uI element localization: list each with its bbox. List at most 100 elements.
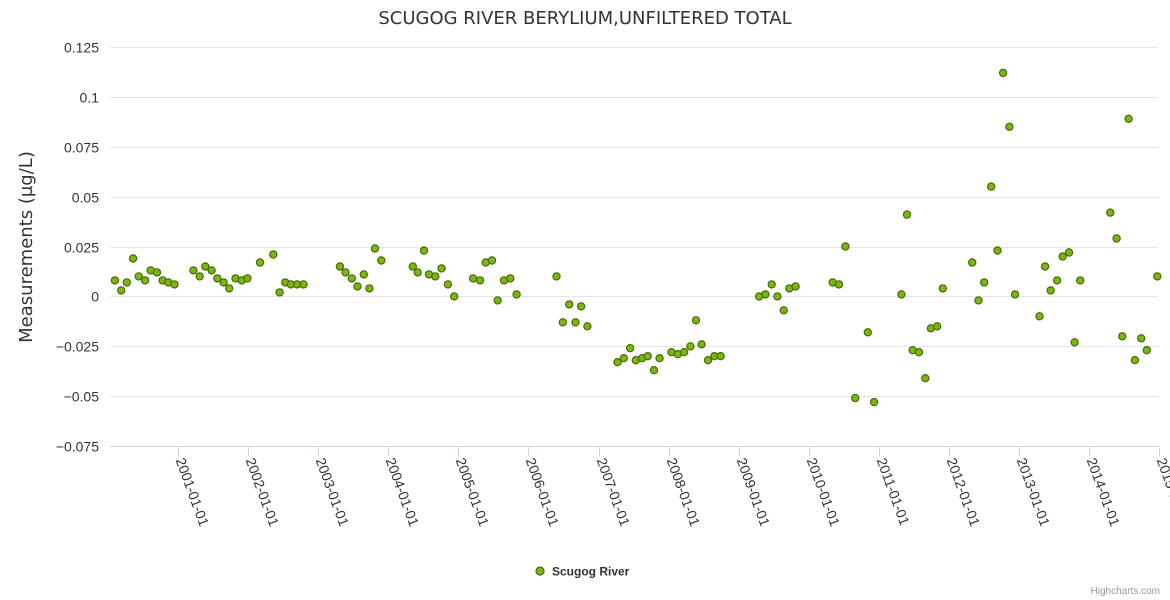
data-point[interactable]: [299, 280, 308, 289]
data-point[interactable]: [189, 266, 198, 275]
data-point[interactable]: [558, 318, 568, 327]
data-point[interactable]: [968, 258, 977, 267]
data-point[interactable]: [914, 348, 924, 357]
data-point[interactable]: [213, 274, 222, 283]
data-point[interactable]: [851, 393, 860, 403]
data-point[interactable]: [201, 262, 210, 271]
data-point[interactable]: [1046, 286, 1055, 295]
data-point[interactable]: [938, 284, 948, 293]
data-point[interactable]: [207, 266, 216, 275]
data-point[interactable]: [552, 272, 561, 281]
data-point[interactable]: [1106, 208, 1115, 217]
data-point[interactable]: [275, 288, 284, 297]
data-point[interactable]: [1070, 338, 1079, 347]
data-point[interactable]: [219, 278, 228, 287]
data-point[interactable]: [679, 348, 689, 357]
data-point[interactable]: [359, 270, 368, 279]
data-point[interactable]: [1142, 346, 1152, 355]
data-point[interactable]: [773, 292, 782, 301]
data-point[interactable]: [933, 322, 942, 331]
data-point[interactable]: [1130, 356, 1140, 365]
data-point[interactable]: [224, 284, 234, 293]
data-point[interactable]: [980, 278, 989, 287]
data-point[interactable]: [353, 282, 362, 291]
data-point[interactable]: [468, 274, 478, 283]
data-point[interactable]: [437, 264, 446, 273]
data-point[interactable]: [1035, 312, 1044, 321]
data-point[interactable]: [834, 280, 844, 289]
data-point[interactable]: [255, 258, 265, 267]
data-point[interactable]: [1153, 272, 1162, 281]
data-point[interactable]: [779, 306, 788, 315]
data-point[interactable]: [1010, 290, 1020, 299]
data-point[interactable]: [987, 182, 996, 191]
data-point[interactable]: [365, 284, 374, 293]
data-point[interactable]: [1005, 122, 1014, 132]
data-point[interactable]: [625, 344, 635, 353]
data-point[interactable]: [170, 280, 179, 289]
data-point[interactable]: [691, 316, 701, 325]
data-point[interactable]: [335, 262, 345, 271]
data-point[interactable]: [993, 246, 1002, 255]
credits-link[interactable]: Highcharts.com: [1091, 586, 1160, 597]
data-point[interactable]: [347, 274, 356, 283]
data-point[interactable]: [269, 250, 278, 259]
data-point[interactable]: [791, 282, 800, 291]
data-point[interactable]: [1112, 234, 1121, 243]
data-point[interactable]: [408, 262, 417, 271]
data-point[interactable]: [869, 397, 879, 407]
data-point[interactable]: [243, 274, 252, 283]
data-point[interactable]: [370, 244, 380, 253]
data-point[interactable]: [116, 286, 126, 295]
data-point[interactable]: [128, 254, 138, 263]
data-point[interactable]: [1136, 334, 1146, 343]
data-point[interactable]: [413, 268, 422, 277]
data-point[interactable]: [431, 272, 440, 281]
data-point[interactable]: [1117, 332, 1127, 341]
data-point[interactable]: [450, 292, 459, 301]
data-point[interactable]: [655, 354, 664, 363]
data-point[interactable]: [767, 280, 776, 289]
data-point[interactable]: [1052, 276, 1062, 285]
data-point[interactable]: [697, 340, 706, 349]
data-point[interactable]: [565, 300, 574, 309]
data-point[interactable]: [475, 276, 485, 285]
legend[interactable]: Scugog River: [535, 565, 630, 579]
data-point[interactable]: [902, 210, 912, 219]
data-point[interactable]: [419, 246, 429, 255]
data-point[interactable]: [619, 354, 629, 363]
data-point[interactable]: [716, 352, 725, 361]
data-point[interactable]: [897, 290, 906, 299]
data-point[interactable]: [686, 342, 695, 351]
data-point[interactable]: [443, 280, 453, 289]
data-point[interactable]: [1058, 252, 1067, 261]
data-point[interactable]: [921, 374, 930, 383]
data-point[interactable]: [1064, 248, 1074, 257]
data-point[interactable]: [649, 366, 659, 375]
data-point[interactable]: [1040, 262, 1050, 271]
data-point[interactable]: [974, 296, 983, 305]
data-point[interactable]: [841, 242, 850, 251]
data-point[interactable]: [1075, 276, 1085, 285]
data-point[interactable]: [122, 278, 132, 287]
data-point[interactable]: [506, 274, 515, 283]
data-point[interactable]: [110, 276, 120, 285]
data-point[interactable]: [576, 302, 586, 311]
data-point[interactable]: [487, 256, 497, 265]
data-point[interactable]: [134, 272, 143, 281]
data-point[interactable]: [140, 276, 150, 285]
data-point[interactable]: [863, 328, 873, 337]
legend-item-scugog-river[interactable]: Scugog River: [552, 565, 630, 579]
data-point[interactable]: [613, 358, 622, 367]
data-point[interactable]: [377, 256, 386, 265]
data-point[interactable]: [703, 356, 713, 365]
data-point[interactable]: [998, 68, 1008, 78]
data-point[interactable]: [1124, 114, 1133, 124]
data-point[interactable]: [571, 318, 580, 327]
data-point[interactable]: [512, 290, 521, 299]
data-point[interactable]: [341, 268, 350, 277]
data-point[interactable]: [493, 296, 502, 305]
data-point[interactable]: [195, 272, 204, 281]
data-point[interactable]: [583, 322, 592, 331]
data-point[interactable]: [152, 268, 162, 277]
